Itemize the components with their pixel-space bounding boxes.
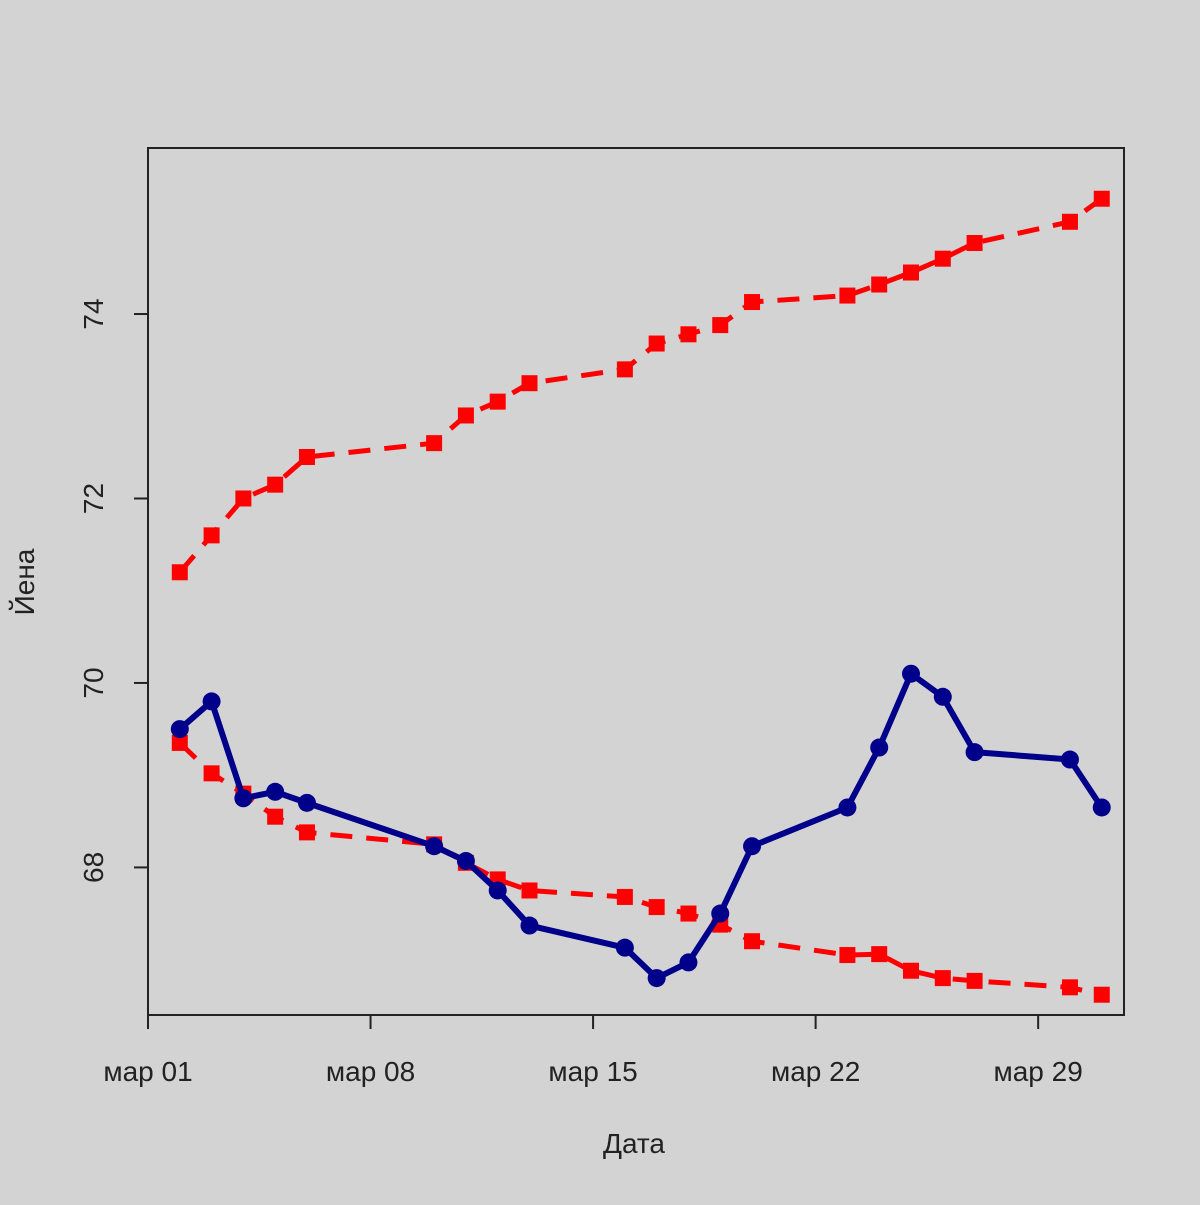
data-point-upper <box>966 235 983 252</box>
data-point-actual <box>425 837 444 856</box>
series-actual <box>170 664 1111 988</box>
x-tick-label: мар 01 <box>103 1056 192 1087</box>
data-point-upper <box>744 294 761 311</box>
data-point-actual <box>933 687 952 706</box>
data-point-actual <box>488 881 507 900</box>
data-point-lower <box>298 824 315 841</box>
data-point-actual <box>1092 798 1111 817</box>
data-point-upper <box>267 476 284 493</box>
y-tick-label: 68 <box>78 852 109 883</box>
data-point-actual <box>838 798 857 817</box>
data-point-lower <box>203 765 220 782</box>
data-point-actual <box>965 743 984 762</box>
x-axis-label: Дата <box>603 1128 665 1159</box>
data-point-actual <box>901 664 920 683</box>
data-point-upper <box>235 490 252 507</box>
data-point-upper <box>1061 213 1078 230</box>
y-axis-label: Йена <box>9 548 40 615</box>
data-point-upper <box>457 407 474 424</box>
data-point-lower <box>966 972 983 989</box>
data-point-lower <box>616 888 633 905</box>
plot-box <box>147 147 1125 1016</box>
data-point-lower <box>902 962 919 979</box>
data-point-actual <box>202 692 221 711</box>
x-tick-label: мар 15 <box>548 1056 637 1087</box>
data-point-lower <box>934 970 951 987</box>
data-point-lower <box>267 808 284 825</box>
series-line-lower <box>178 741 1103 998</box>
data-point-lower <box>648 899 665 916</box>
y-tick-label: 70 <box>78 667 109 698</box>
x-axis: мар 01 мар 08 мар 15 мар 22 мар 29 <box>103 1014 1083 1087</box>
data-point-lower <box>871 946 888 963</box>
data-point-upper <box>902 264 919 281</box>
data-point-actual <box>743 837 762 856</box>
data-point-upper <box>426 435 443 452</box>
data-point-upper <box>298 448 315 465</box>
data-point-actual <box>615 938 634 957</box>
data-point-actual <box>870 738 889 757</box>
x-tick-label: мар 29 <box>993 1056 1082 1087</box>
y-axis: 68 70 72 74 <box>78 298 148 883</box>
data-point-upper <box>648 335 665 352</box>
data-point-actual <box>170 720 189 739</box>
data-point-upper <box>680 326 697 343</box>
data-point-actual <box>456 851 475 870</box>
data-point-lower <box>1093 986 1110 1003</box>
data-point-actual <box>297 793 316 812</box>
y-tick-label: 74 <box>78 298 109 329</box>
data-point-lower <box>1061 979 1078 996</box>
data-point-actual <box>1060 750 1079 769</box>
data-point-actual <box>711 904 730 923</box>
data-point-actual <box>266 782 285 801</box>
data-point-lower <box>744 933 761 950</box>
data-point-actual <box>647 969 666 988</box>
series-line-upper <box>177 196 1104 574</box>
x-tick-label: мар 08 <box>326 1056 415 1087</box>
data-point-upper <box>1093 190 1110 207</box>
data-point-actual <box>520 916 539 935</box>
data-point-upper <box>934 250 951 267</box>
data-point-lower <box>521 882 538 899</box>
x-tick-label: мар 22 <box>771 1056 860 1087</box>
data-point-upper <box>712 317 729 334</box>
data-point-lower <box>680 905 697 922</box>
data-point-upper <box>521 375 538 392</box>
data-point-upper <box>616 361 633 378</box>
series-layer <box>170 190 1111 1003</box>
data-point-upper <box>171 564 188 581</box>
data-point-upper <box>489 393 506 410</box>
data-point-lower <box>839 947 856 964</box>
data-point-upper <box>839 287 856 304</box>
series-line-actual <box>177 670 1105 982</box>
series-lower <box>171 734 1110 1003</box>
data-point-upper <box>871 276 888 293</box>
data-point-upper <box>203 527 220 544</box>
data-point-actual <box>679 953 698 972</box>
series-upper <box>171 190 1110 581</box>
data-point-actual <box>234 789 253 808</box>
y-tick-label: 72 <box>78 483 109 514</box>
data-point-lower <box>171 734 188 751</box>
